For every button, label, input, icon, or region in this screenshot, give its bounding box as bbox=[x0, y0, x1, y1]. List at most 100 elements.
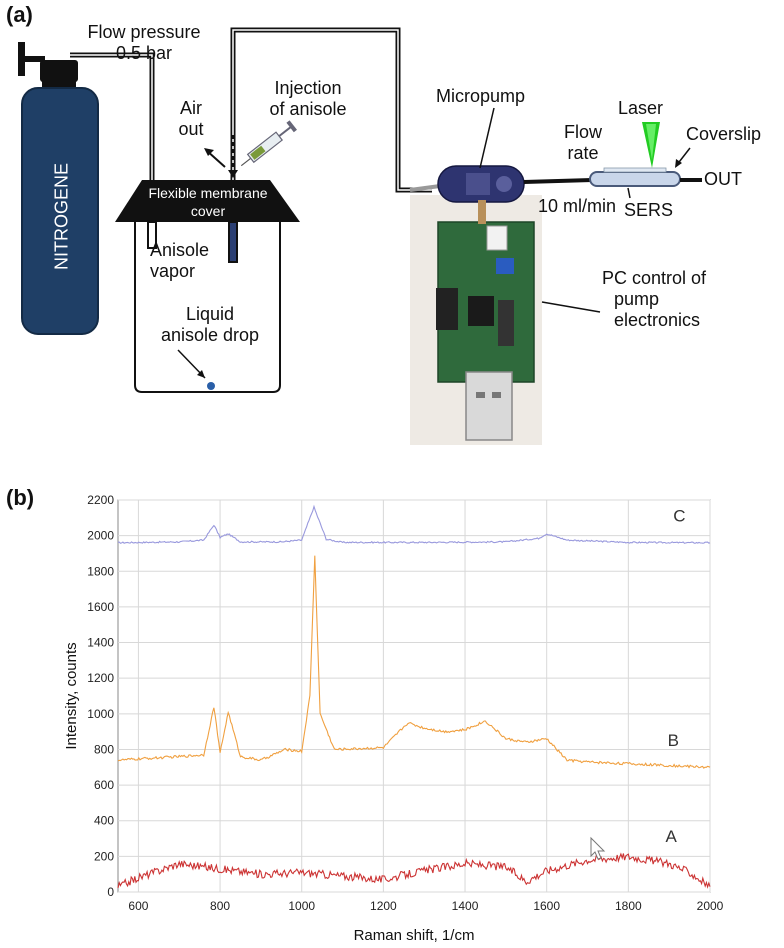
injection-line1: Injection bbox=[274, 78, 342, 98]
membrane-label: Flexible membrane cover bbox=[124, 184, 292, 220]
pc-control-line3: electronics bbox=[614, 310, 701, 330]
y-tick-label: 1200 bbox=[87, 671, 114, 685]
drop-arrow-head bbox=[197, 370, 205, 378]
flow-pressure-line1: Flow pressure bbox=[87, 22, 201, 42]
y-tick-label: 1400 bbox=[87, 636, 114, 650]
liquid-drop-label: Liquid anisole drop bbox=[140, 304, 280, 346]
flow-pressure-line2: 0.5 bar bbox=[115, 43, 173, 63]
pump-leg bbox=[478, 200, 486, 224]
x-tick-label: 1600 bbox=[533, 899, 560, 913]
nitrogen-tube-inner bbox=[70, 54, 153, 180]
sers-tube bbox=[523, 178, 593, 184]
inlet-tube-end bbox=[147, 221, 157, 249]
y-tick-label: 2200 bbox=[87, 493, 114, 507]
regulator-handle bbox=[18, 42, 45, 76]
y-tick-label: 2000 bbox=[87, 529, 114, 543]
injection-arrow-head bbox=[228, 170, 238, 178]
x-tick-label: 1400 bbox=[452, 899, 479, 913]
injection-label: Injection of anisole bbox=[248, 78, 368, 120]
usb-slot-1 bbox=[476, 392, 485, 398]
coverslip bbox=[603, 167, 667, 173]
air-out-line2: out bbox=[178, 119, 204, 139]
coverslip-arrow-head bbox=[675, 159, 682, 168]
tick-labels: 0 200 400 600 800 1000 1200 1400 1600 1800 2000 220… bbox=[87, 493, 723, 913]
x-tick-label: 1800 bbox=[615, 899, 642, 913]
pcb-terminal-block bbox=[436, 288, 458, 330]
y-tick-label: 600 bbox=[94, 778, 114, 792]
anisole-vapor-line1: Anisole bbox=[150, 240, 210, 260]
pcb-blue-potentiometer bbox=[496, 258, 514, 274]
laser-beam-highlight bbox=[646, 124, 656, 160]
series-label-A: A bbox=[666, 827, 678, 846]
x-tick-label: 1200 bbox=[370, 899, 397, 913]
x-tick-label: 2000 bbox=[697, 899, 724, 913]
anisole-vapor-label: Anisole vapor bbox=[150, 240, 240, 282]
anisole-tube-inner bbox=[232, 29, 432, 191]
x-tick-label: 600 bbox=[128, 899, 148, 913]
flow-pressure-label: Flow pressure 0.5 bar bbox=[64, 22, 224, 64]
micropump-port bbox=[496, 176, 512, 192]
flow-rate-line2: rate bbox=[567, 143, 599, 163]
liquid-drop-line2: anisole drop bbox=[160, 325, 260, 345]
series-line-B bbox=[117, 555, 711, 769]
flexible-membrane-cover bbox=[115, 180, 300, 222]
panel-b-label: (b) bbox=[6, 485, 35, 510]
setup-diagram bbox=[18, 27, 702, 445]
syringe-icon bbox=[240, 120, 297, 167]
y-axis-label: Intensity, counts bbox=[63, 642, 80, 749]
micropump-inlet-tube bbox=[409, 184, 441, 192]
panel-a-label: (a) bbox=[6, 2, 33, 27]
outlet-tube-end bbox=[228, 221, 238, 263]
series-label-B: B bbox=[668, 731, 679, 750]
pcb-usb-plug bbox=[465, 371, 513, 441]
series-label-C: C bbox=[673, 506, 685, 525]
plot-area bbox=[117, 499, 711, 893]
injection-line2: of anisole bbox=[269, 99, 347, 119]
coverslip-label: Coverslip bbox=[686, 124, 762, 144]
y-tick-label: 400 bbox=[94, 814, 114, 828]
membrane-line2: cover bbox=[190, 203, 226, 219]
pc-control-pointer bbox=[541, 301, 601, 313]
flow-rate-line1: Flow bbox=[563, 122, 602, 142]
x-tick-label: 1000 bbox=[288, 899, 315, 913]
series-annotations: C B A bbox=[590, 506, 686, 860]
usb-slot-2 bbox=[492, 392, 501, 398]
sers-label: SERS bbox=[624, 200, 674, 220]
nitrogen-cylinder bbox=[21, 87, 99, 335]
membrane-line1: Flexible membrane bbox=[148, 185, 268, 201]
micropump-pointer bbox=[479, 107, 495, 169]
grid-lines bbox=[118, 499, 711, 893]
anisole-drop bbox=[207, 382, 215, 390]
nitrogen-label: NITROGENE bbox=[51, 163, 72, 271]
y-tick-label: 1800 bbox=[87, 564, 114, 578]
y-tick-label: 800 bbox=[94, 742, 114, 756]
cylinder-valve bbox=[40, 60, 78, 82]
flow-rate-label: Flow rate bbox=[548, 122, 618, 164]
y-tick-label: 0 bbox=[107, 885, 114, 899]
series-line-A bbox=[117, 852, 711, 889]
pcb-chip bbox=[468, 296, 494, 326]
sers-cell bbox=[589, 171, 681, 187]
y-tick-label: 1000 bbox=[87, 707, 114, 721]
series-line-C bbox=[117, 504, 711, 544]
spectra-series bbox=[117, 504, 711, 889]
air-out-arrow-head bbox=[204, 148, 214, 156]
pc-control-line2: pump bbox=[614, 289, 660, 309]
anisole-container bbox=[134, 215, 281, 393]
pc-control-line1: PC control of bbox=[602, 268, 707, 288]
y-tick-label: 200 bbox=[94, 849, 114, 863]
micropump-text: Micropump bbox=[436, 86, 526, 106]
x-axis-label: Raman shift, 1/cm bbox=[354, 927, 475, 944]
micropump-label bbox=[466, 173, 490, 195]
liquid-drop-line1: Liquid bbox=[185, 304, 235, 324]
air-out-line1: Air bbox=[180, 98, 202, 118]
pcb-pin-header bbox=[498, 300, 514, 346]
x-tick-label: 800 bbox=[210, 899, 230, 913]
air-out-label: Air out bbox=[166, 98, 216, 140]
pc-control-label: PC control of pump electronics bbox=[602, 268, 772, 331]
sers-arrow bbox=[627, 187, 631, 199]
out-label: OUT bbox=[704, 169, 742, 189]
laser-label: Laser bbox=[618, 98, 664, 118]
flow-rate-value: 10 ml/min bbox=[538, 196, 617, 216]
y-tick-label: 1600 bbox=[87, 600, 114, 614]
